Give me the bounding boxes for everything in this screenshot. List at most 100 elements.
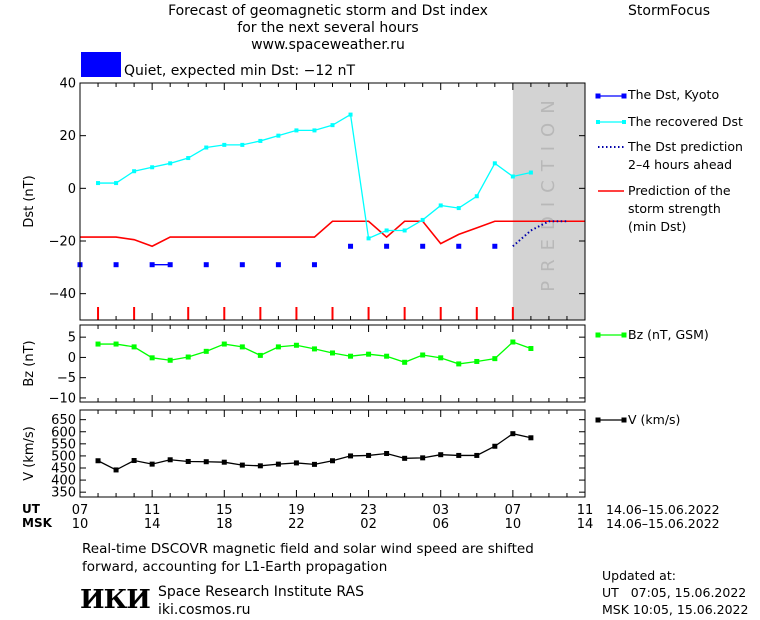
site-url[interactable]: www.spaceweather.ru xyxy=(251,37,405,53)
recovered-dst-point xyxy=(420,217,425,222)
dst-ytick-label: 40 xyxy=(59,77,76,92)
dst-frame xyxy=(79,82,586,321)
legend-recovered-marker xyxy=(596,120,600,124)
institute-name: Space Research Institute RAS xyxy=(158,584,364,600)
bz-ytick-label: 5 xyxy=(68,331,76,346)
v-point xyxy=(185,458,191,464)
bz-point xyxy=(474,358,480,364)
msk-tick-label: 14 xyxy=(577,517,594,532)
updated-msk: MSK 10:05, 15.06.2022 xyxy=(602,602,749,617)
bz-point xyxy=(492,356,498,362)
v-point xyxy=(384,451,390,456)
bz-ylabel: Bz (nT) xyxy=(22,340,37,386)
v-point xyxy=(402,455,408,461)
v-frame xyxy=(79,409,586,498)
v-point xyxy=(510,431,516,437)
bz-ytick-label: −5 xyxy=(57,371,76,386)
recovered-dst-point xyxy=(186,156,191,161)
iki-logo[interactable]: ИКИ xyxy=(80,585,151,615)
dst-kyoto-point xyxy=(275,262,281,268)
legend-bz: Bz (nT, GSM) xyxy=(628,327,709,342)
bz-point xyxy=(185,354,191,360)
legend-dst-kyoto: The Dst, Kyoto xyxy=(628,87,720,102)
bz-point xyxy=(348,353,354,359)
v-ytick-label: 600 xyxy=(51,425,76,440)
v-point xyxy=(293,460,299,466)
bz-point xyxy=(131,344,137,350)
recovered-dst-point xyxy=(132,169,137,174)
recovered-dst-point xyxy=(204,145,209,150)
v-point xyxy=(528,435,534,441)
dst-kyoto-point xyxy=(239,262,245,268)
bz-ytick-label: −10 xyxy=(49,391,76,406)
v-point xyxy=(149,461,155,467)
updated-ut: UT 07:05, 15.06.2022 xyxy=(602,585,747,600)
dst-ytick-label: −20 xyxy=(49,235,76,250)
legend-dst-prediction-line1: The Dst prediction xyxy=(628,139,743,154)
legend-recovered-dst: The recovered Dst xyxy=(628,114,743,129)
status-text: Quiet, expected min Dst: −12 nT xyxy=(124,63,356,79)
recovered-dst-point xyxy=(150,165,155,170)
dst-kyoto-point xyxy=(492,243,498,249)
v-point xyxy=(257,463,263,469)
msk-label: MSK xyxy=(22,516,52,530)
chart-title-line1: Forecast of geomagnetic storm and Dst in… xyxy=(168,3,488,19)
v-ytick-label: 450 xyxy=(51,462,76,477)
institute-site-link[interactable]: iki.cosmos.ru xyxy=(158,602,251,618)
recovered-dst-point xyxy=(114,181,119,186)
bz-point xyxy=(510,339,516,345)
legend-v: V (km/s) xyxy=(628,412,681,427)
msk-tick-label: 22 xyxy=(288,517,305,532)
v-ytick-label: 350 xyxy=(51,486,76,501)
ut-tick-label: 11 xyxy=(577,503,594,518)
v-point xyxy=(311,461,317,467)
msk-tick-label: 10 xyxy=(505,517,522,532)
bz-point xyxy=(528,346,534,352)
legend-storm-line2: storm strength xyxy=(628,201,721,216)
prediction-band xyxy=(512,83,585,320)
legend-recovered-marker xyxy=(622,120,626,124)
legend-kyoto-marker xyxy=(621,93,627,99)
recovered-dst-point xyxy=(240,142,245,147)
ut-tick-label: 03 xyxy=(432,503,449,518)
recovered-dst-point xyxy=(222,142,227,147)
bz-line xyxy=(98,341,532,365)
prediction-band-label: PREDICTION xyxy=(538,91,559,291)
bz-panel: 5 0 −5 −10 Bz (nT) xyxy=(22,324,586,406)
v-point xyxy=(167,457,173,463)
recovered-dst-point xyxy=(168,161,173,166)
bz-point xyxy=(203,348,209,354)
msk-tick-label: 02 xyxy=(360,517,377,532)
v-point xyxy=(330,458,335,464)
dst-kyoto-point xyxy=(311,262,317,268)
msk-tick-label: 10 xyxy=(72,517,89,532)
updated-label: Updated at: xyxy=(602,568,676,583)
recovered-dst-point xyxy=(312,128,317,133)
v-point xyxy=(348,453,354,459)
recovered-dst-point xyxy=(456,206,461,211)
v-ytick-label: 500 xyxy=(51,449,76,464)
recovered-dst-point xyxy=(474,194,479,199)
recovered-dst-point xyxy=(366,236,371,241)
recovered-dst-point xyxy=(510,174,515,179)
ut-tick-label: 23 xyxy=(360,503,377,518)
recovered-dst-line xyxy=(98,113,532,240)
v-ylabel: V (km/s) xyxy=(22,426,37,481)
bz-point xyxy=(221,341,227,347)
dst-kyoto-point xyxy=(149,262,155,268)
bz-point xyxy=(167,357,173,363)
bz-frame xyxy=(79,324,586,403)
legend-bz-marker xyxy=(621,332,627,338)
v-point xyxy=(474,452,480,458)
msk-tick-label: 06 xyxy=(432,517,449,532)
storm-strength-line xyxy=(80,220,585,248)
legend-storm-strength: Prediction of the storm strength (min Ds… xyxy=(628,182,731,236)
chart-title-line2: for the next several hours xyxy=(237,20,419,36)
v-ytick-label: 550 xyxy=(51,437,76,452)
ut-label: UT xyxy=(22,502,40,516)
recovered-dst-point xyxy=(492,161,497,166)
bz-point xyxy=(456,361,462,367)
status-color-box xyxy=(81,52,121,77)
recovered-dst-point xyxy=(348,112,353,117)
bz-point xyxy=(330,350,335,356)
